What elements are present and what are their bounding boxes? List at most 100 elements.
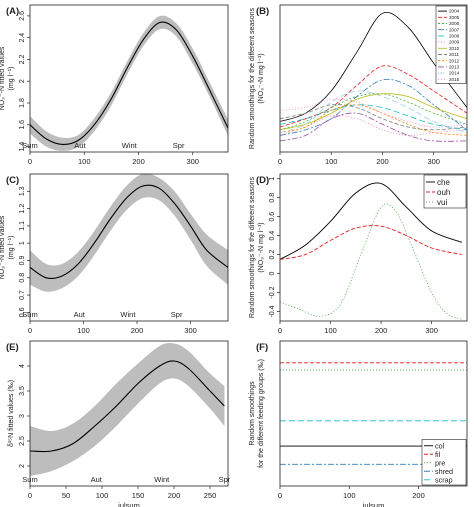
season-label: Spr <box>173 141 185 150</box>
x-tick-label: 100 <box>96 491 109 500</box>
confidence-band <box>30 173 228 292</box>
x-tick-label: 100 <box>343 491 356 500</box>
season-label: Spr <box>219 475 231 484</box>
series-line-ouh <box>279 225 462 260</box>
legend-box <box>423 174 467 209</box>
y-tick-label: 1.2 <box>19 204 26 214</box>
series-line <box>29 184 229 280</box>
plot-frame <box>279 4 468 153</box>
legend-entry: 2010 <box>449 46 460 51</box>
y-tick-label: 0.8 <box>269 193 276 203</box>
series-line-che <box>279 182 463 260</box>
x-tick-label: 200 <box>168 491 181 500</box>
legend-entry: 2008 <box>449 34 460 39</box>
plot-frame <box>29 4 229 153</box>
legend-entry: pre <box>435 458 445 467</box>
y-axis-label: (NO₃⁻-N mg l⁻¹) <box>258 222 265 272</box>
x-tick-label: 300 <box>425 326 438 335</box>
season-label: Sum <box>22 141 37 150</box>
series-line-2014 <box>279 90 468 133</box>
confidence-band <box>30 15 228 151</box>
x-tick-label: 100 <box>77 326 90 335</box>
x-tick-label: 0 <box>278 157 282 166</box>
confidence-band <box>30 343 225 476</box>
y-tick-label: 1 <box>269 177 276 181</box>
legend-entry: 2011 <box>449 52 459 57</box>
x-tick-label: 200 <box>132 157 145 166</box>
x-tick-label: 0 <box>28 157 32 166</box>
x-tick-label: 250 <box>204 491 217 500</box>
legend-entry: 2006 <box>449 21 460 26</box>
legend-entry: vui <box>437 198 447 207</box>
y-axis-label: Random smoothings <box>249 381 256 446</box>
legend-entry: 2005 <box>449 15 460 20</box>
x-tick-label: 300 <box>186 157 199 166</box>
y-tick-label: 3 <box>19 414 26 418</box>
plot-frame <box>279 173 468 322</box>
x-tick-label: 150 <box>132 491 145 500</box>
season-label: Wint <box>120 310 136 319</box>
season-label: Aut <box>91 475 103 484</box>
series-line-2004 <box>279 11 468 122</box>
y-axis-label: NO₃⁻-N fitted values <box>0 46 6 110</box>
legend-box <box>421 439 467 486</box>
x-tick-label: 100 <box>324 326 337 335</box>
x-tick-label: 100 <box>325 157 338 166</box>
y-axis-label: for the different feeding groups (‰) <box>258 359 265 468</box>
y-tick-label: 1.4 <box>19 142 26 152</box>
season-label: Spr <box>171 310 183 319</box>
panel-e: 0 50 100 150 200 250 2 2.5 3 3.5 4 Sum Aut Wint Spr (E)… <box>6 340 231 507</box>
legend-entry: 2015 <box>449 77 460 82</box>
series-line <box>29 360 225 453</box>
panel-c: 0 100 200 300 0.6 0.7 0.8 0.9 1 1.1 1.2 1.3 Sum Aut Wi… <box>0 173 229 335</box>
series-line-2006 <box>279 93 468 131</box>
y-tick-label: 2 <box>19 79 26 83</box>
y-tick-label: 2.5 <box>19 436 26 446</box>
legend-entry: scrap <box>435 475 453 484</box>
panel-label: (F) <box>256 342 268 353</box>
series-line-2008 <box>279 104 468 131</box>
series-line-vui <box>279 203 463 320</box>
y-tick-label: 2.2 <box>19 54 26 64</box>
panel-label: (A) <box>6 6 19 17</box>
plot-frame <box>279 340 468 487</box>
legend-entry: 2012 <box>449 58 460 63</box>
x-tick-label: 300 <box>184 326 197 335</box>
y-tick-label: 0 <box>269 272 276 276</box>
x-tick-label: 0 <box>278 326 282 335</box>
y-tick-label: 0.6 <box>19 307 26 317</box>
y-tick-label: 2.4 <box>19 33 26 43</box>
y-tick-label: 4 <box>19 364 26 368</box>
season-label: Aut <box>74 310 86 319</box>
x-tick-label: 200 <box>412 491 425 500</box>
plot-frame <box>29 340 229 487</box>
y-tick-label: -0.2 <box>269 286 276 298</box>
legend-entry: 2007 <box>449 27 460 32</box>
y-tick-label: 0.7 <box>19 290 26 300</box>
y-axis-label: Random smoothings for the different seas… <box>249 176 256 318</box>
legend-entry: col <box>435 441 445 450</box>
legend-box <box>435 5 467 84</box>
panel-label: (C) <box>6 175 19 186</box>
legend-entry: 2014 <box>449 71 460 76</box>
x-axis-label: julsum <box>117 501 140 507</box>
season-label: Wint <box>122 141 138 150</box>
y-tick-label: 1.8 <box>19 98 26 108</box>
x-tick-label: 0 <box>28 491 32 500</box>
panel-a: 0 100 200 300 1.4 1.6 1.8 2 2.2 2.4 2.6 Sum Aut Wint S… <box>0 4 229 166</box>
y-axis-label: (mg l⁻¹) <box>8 236 15 260</box>
x-tick-label: 200 <box>376 157 389 166</box>
panel-b: 0 100 200 300 (B)Random smoothings for the d… <box>249 4 468 166</box>
y-tick-label: 0.8 <box>19 273 26 283</box>
series-line-2007 <box>279 78 468 136</box>
series-line-2013 <box>279 112 468 142</box>
panel-label: (B) <box>256 6 269 17</box>
legend-entry: shred <box>435 467 453 476</box>
x-tick-label: 200 <box>131 326 144 335</box>
y-axis-label: (NO₃⁻-N mg l⁻¹) <box>258 53 265 103</box>
x-tick-label: 50 <box>62 491 70 500</box>
plot-frame <box>29 173 229 322</box>
